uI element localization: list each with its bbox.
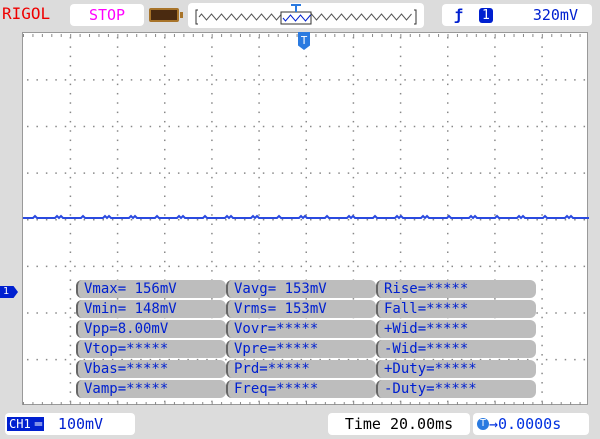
- measurement-cell: -Duty=*****: [376, 380, 536, 398]
- measurement-row: Vpp=8.00mV Vovr=***** +Wid=*****: [76, 319, 536, 339]
- measurement-cell: Vbas=*****: [76, 360, 226, 378]
- measurement-cell: Vmin= 148mV: [76, 300, 226, 318]
- battery-icon: [149, 8, 183, 22]
- channel-info[interactable]: CH1 ═ 100mV: [5, 413, 135, 435]
- measurement-cell: Vovr=*****: [226, 320, 376, 338]
- run-state[interactable]: STOP: [70, 4, 144, 26]
- measurement-cell: Vmax= 156mV: [76, 280, 226, 298]
- memory-position-bar: [188, 3, 424, 28]
- measurement-cell: Rise=*****: [376, 280, 536, 298]
- measurement-cell: Prd=*****: [226, 360, 376, 378]
- measurement-cell: Vpp=8.00mV: [76, 320, 226, 338]
- trigger-offset[interactable]: T → 0.0000s: [473, 413, 589, 435]
- measurement-row: Vmax= 156mV Vavg= 153mV Rise=*****: [76, 279, 536, 299]
- arrow-icon: →: [489, 415, 499, 433]
- waveform-overview-icon: [195, 4, 417, 25]
- trigger-position-marker[interactable]: T: [298, 32, 310, 50]
- trigger-level: 320mV: [532, 6, 578, 24]
- measurement-cell: +Duty=*****: [376, 360, 536, 378]
- timebase[interactable]: Time 20.00ms: [328, 413, 470, 435]
- dc-coupling-icon: ═: [32, 417, 44, 431]
- rigol-logo: RIGOL: [2, 4, 51, 23]
- measurement-row: Vbas=***** Prd=***** +Duty=*****: [76, 359, 536, 379]
- measurement-table: Vmax= 156mV Vavg= 153mV Rise=***** Vmin= 14…: [76, 279, 536, 399]
- trigger-offset-value: 0.0000s: [498, 415, 562, 433]
- measurement-cell: -Wid=*****: [376, 340, 536, 358]
- measurement-cell: Vtop=*****: [76, 340, 226, 358]
- vertical-scale: 100mV: [57, 415, 104, 433]
- measurement-cell: Fall=*****: [376, 300, 536, 318]
- channel-label: CH1: [7, 417, 33, 431]
- measurement-row: Vamp=***** Freq=***** -Duty=*****: [76, 379, 536, 399]
- measurement-cell: Vamp=*****: [76, 380, 226, 398]
- rising-edge-icon: ƒ: [454, 6, 464, 24]
- measurement-cell: Vpre=*****: [226, 340, 376, 358]
- trigger-info[interactable]: ƒ 1 320mV: [442, 4, 592, 26]
- trigger-source: 1: [479, 7, 493, 23]
- measurement-cell: +Wid=*****: [376, 320, 536, 338]
- ch1-trace: [23, 214, 589, 220]
- measurement-cell: Vrms= 153mV: [226, 300, 376, 318]
- trigger-offset-icon: T: [477, 418, 489, 430]
- ch1-ground-marker[interactable]: 1: [0, 286, 18, 298]
- measurement-row: Vmin= 148mV Vrms= 153mV Fall=*****: [76, 299, 536, 319]
- measurement-cell: Freq=*****: [226, 380, 376, 398]
- measurement-cell: Vavg= 153mV: [226, 280, 376, 298]
- measurement-row: Vtop=***** Vpre=***** -Wid=*****: [76, 339, 536, 359]
